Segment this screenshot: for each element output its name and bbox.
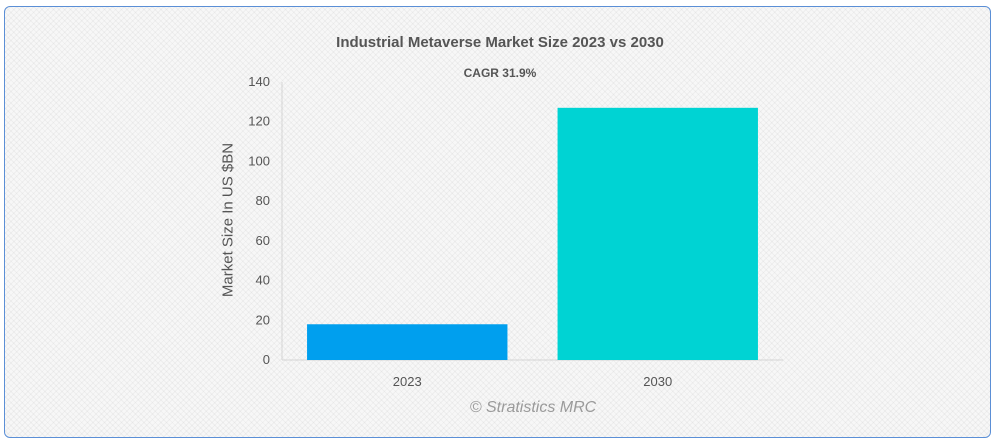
y-tick-label: 80: [256, 193, 270, 208]
y-tick-label: 0: [263, 352, 270, 367]
y-tick-label: 140: [248, 74, 270, 89]
y-tick-label: 100: [248, 153, 270, 168]
y-tick-label: 20: [256, 312, 270, 327]
x-tick-label: 2030: [643, 374, 672, 389]
y-tick-label: 40: [256, 273, 270, 288]
y-tick-label: 60: [256, 233, 270, 248]
chart-frame: [4, 6, 991, 438]
chart-title: Industrial Metaverse Market Size 2023 vs…: [336, 34, 664, 51]
watermark: © Stratistics MRC: [469, 399, 597, 416]
y-tick-label: 120: [248, 114, 270, 129]
bar-2023: [307, 324, 508, 360]
chart-subtitle: CAGR 31.9%: [463, 66, 537, 80]
x-tick-label: 2023: [393, 374, 422, 389]
bar-2030: [557, 107, 758, 360]
